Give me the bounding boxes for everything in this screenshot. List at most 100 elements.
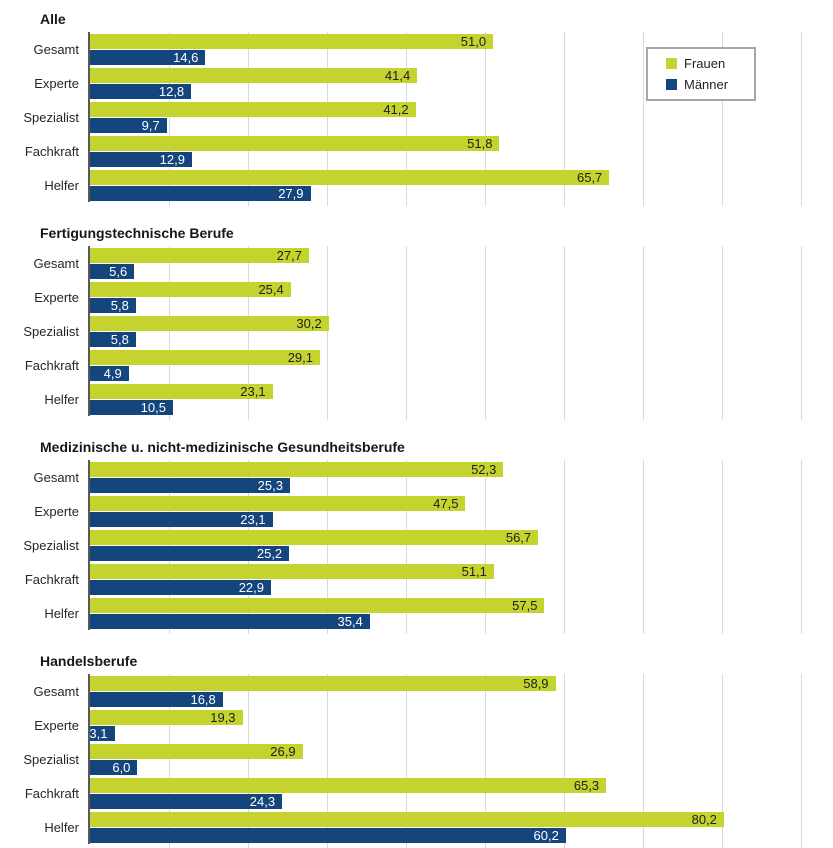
gridline (406, 460, 408, 634)
bar-value-label: 41,4 (384, 68, 411, 83)
category-label: Fachkraft (24, 785, 79, 801)
plot-area: 27,7 5,6 25,4 5,8 30,2 5,8 29,1 4,9 23,1 10,5 (88, 246, 833, 420)
gridline (327, 674, 329, 848)
bar-group: 52,3 25,3 (90, 460, 833, 494)
gridline (564, 674, 566, 848)
section-title: Fertigungstechnische Berufe (40, 225, 234, 241)
frauen-bar: 52,3 (90, 462, 504, 477)
bar-value-label: 5,6 (109, 264, 128, 279)
bar-value-label: 25,2 (256, 546, 283, 561)
category-label: Experte (34, 75, 79, 91)
frauen-bar: 47,5 (90, 496, 466, 511)
bar-group: 65,3 24,3 (90, 776, 833, 810)
category-label: Gesamt (33, 255, 79, 271)
chart-section: Medizinische u. nicht-medizinische Gesun… (0, 438, 833, 634)
maenner-swatch-icon (666, 79, 677, 90)
bar-group: 27,7 5,6 (90, 246, 833, 280)
gridline (643, 674, 645, 848)
gridline (722, 32, 724, 206)
bar-value-label: 58,9 (523, 676, 549, 691)
maenner-bar: 24,3 (90, 794, 283, 809)
bar-group: 47,5 23,1 (90, 494, 833, 528)
maenner-bar: 25,2 (90, 546, 290, 561)
frauen-bar: 51,8 (90, 136, 500, 151)
bar-value-label: 35,4 (337, 614, 363, 629)
gridline (406, 246, 408, 420)
gridline (169, 674, 171, 848)
gridline (327, 246, 329, 420)
frauen-bar: 56,7 (90, 530, 539, 545)
gridline (248, 674, 250, 848)
plot: Gesamt Experte Spezialist Fachkraft Helfer 51… (0, 32, 833, 206)
frauen-bar: 26,9 (90, 744, 303, 759)
frauen-bar: 57,5 (90, 598, 545, 613)
bar-value-label: 51,8 (467, 136, 493, 151)
bar-value-label: 24,3 (249, 794, 276, 809)
maenner-bar: 25,3 (90, 478, 290, 493)
category-axis: Gesamt Experte Spezialist Fachkraft Helfer (0, 246, 88, 416)
category-axis: Gesamt Experte Spezialist Fachkraft Helfer (0, 32, 88, 202)
plot: Gesamt Experte Spezialist Fachkraft Helfer 52… (0, 460, 833, 634)
bar-group: 51,0 14,6 (90, 32, 833, 66)
chart-section: Fertigungstechnische Berufe Gesamt Experte… (0, 224, 833, 420)
bar-group: 23,1 10,5 (90, 382, 833, 416)
maenner-bar: 12,8 (90, 84, 192, 99)
maenner-bar: 5,8 (90, 332, 136, 347)
gridline (485, 460, 487, 634)
maenner-bar: 14,6 (90, 50, 206, 65)
bar-value-label: 23,1 (240, 512, 266, 527)
category-label: Fachkraft (24, 571, 79, 587)
gridline (485, 246, 487, 420)
bar-value-label: 27,9 (278, 186, 304, 201)
gridline (169, 32, 171, 206)
bar-value-label: 65,3 (573, 778, 600, 793)
bar-value-label: 51,1 (461, 564, 487, 579)
category-label: Gesamt (33, 683, 79, 699)
bar-value-label: 65,7 (576, 170, 603, 185)
gridline (327, 460, 329, 634)
bar-group: 29,1 4,9 (90, 348, 833, 382)
chart-sections: Alle Gesamt Experte Spezialist Fachkraft Helf… (0, 10, 833, 848)
bar-group: 26,9 6,0 (90, 742, 833, 776)
maenner-bar: 3,1 (89, 726, 115, 741)
legend: Frauen Männer (646, 47, 756, 101)
bar-group: 41,4 12,8 (90, 66, 833, 100)
gridline (248, 246, 250, 420)
frauen-bar: 27,7 (90, 248, 309, 263)
bar-value-label: 16,8 (190, 692, 216, 707)
bar-value-label: 22,9 (238, 580, 264, 595)
gridline (801, 460, 803, 634)
gridline (169, 246, 171, 420)
maenner-bar: 6,0 (90, 760, 138, 775)
plot: Gesamt Experte Spezialist Fachkraft Helfer 27… (0, 246, 833, 420)
bar-value-label: 60,2 (533, 828, 559, 843)
gridline (643, 246, 645, 420)
maenner-bar: 9,7 (90, 118, 167, 133)
maenner-bar: 35,4 (90, 614, 370, 629)
bar-value-label: 4,9 (103, 366, 122, 381)
legend-item-maenner: Männer (666, 74, 750, 95)
frauen-bar: 51,1 (90, 564, 494, 579)
bar-group: 41,2 9,7 (90, 100, 833, 134)
category-axis: Gesamt Experte Spezialist Fachkraft Helfer (0, 460, 88, 630)
category-label: Spezialist (23, 109, 79, 125)
category-axis: Gesamt Experte Spezialist Fachkraft Helfer (0, 674, 88, 844)
plot: Gesamt Experte Spezialist Fachkraft Helfer 58… (0, 674, 833, 848)
bar-group: 30,2 5,8 (90, 314, 833, 348)
gridline (722, 246, 724, 420)
gridline (722, 460, 724, 634)
bar-group: 51,1 22,9 (90, 562, 833, 596)
frauen-bar: 58,9 (90, 676, 556, 691)
plot-area: 51,0 14,6 41,4 12,8 41,2 9,7 51,8 12,9 65,7 27,9 (88, 32, 833, 206)
category-label: Helfer (44, 819, 79, 835)
bar-value-label: 57,5 (512, 598, 538, 613)
category-label: Helfer (44, 391, 79, 407)
gridline (722, 674, 724, 848)
maenner-bar: 5,8 (90, 298, 136, 313)
gridline (564, 460, 566, 634)
bar-value-label: 6,0 (112, 760, 131, 775)
maenner-bar: 16,8 (90, 692, 223, 707)
maenner-bar: 5,6 (90, 264, 135, 279)
bar-group: 58,9 16,8 (90, 674, 833, 708)
